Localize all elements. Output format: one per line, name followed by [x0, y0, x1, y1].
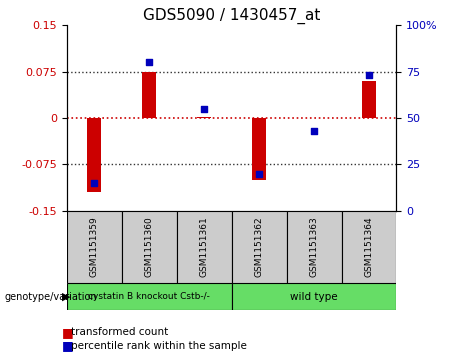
Title: GDS5090 / 1430457_at: GDS5090 / 1430457_at [143, 8, 320, 24]
Bar [88, 118, 101, 192]
Text: GSM1151364: GSM1151364 [365, 216, 373, 277]
Text: GSM1151359: GSM1151359 [90, 216, 99, 277]
Point [255, 171, 263, 176]
Bar [177, 211, 231, 283]
Text: wild type: wild type [290, 292, 338, 302]
Bar [197, 117, 211, 118]
Text: cystatin B knockout Cstb-/-: cystatin B knockout Cstb-/- [89, 292, 210, 301]
Bar [67, 283, 231, 310]
Text: GSM1151361: GSM1151361 [200, 216, 209, 277]
Text: ■: ■ [62, 326, 74, 339]
Point [201, 106, 208, 112]
Bar [362, 81, 376, 118]
Text: percentile rank within the sample: percentile rank within the sample [71, 340, 248, 351]
Bar [142, 72, 156, 118]
Text: GSM1151362: GSM1151362 [254, 216, 264, 277]
Bar [287, 211, 342, 283]
Point [91, 180, 98, 186]
Point [146, 60, 153, 65]
Point [310, 128, 318, 134]
Bar [231, 283, 396, 310]
Text: genotype/variation: genotype/variation [5, 292, 97, 302]
Text: ■: ■ [62, 339, 74, 352]
Text: GSM1151360: GSM1151360 [145, 216, 154, 277]
Bar [67, 211, 122, 283]
Bar [252, 118, 266, 180]
Point [365, 73, 372, 78]
Bar [122, 211, 177, 283]
Bar [342, 211, 396, 283]
Text: GSM1151363: GSM1151363 [309, 216, 319, 277]
Text: ▶: ▶ [62, 292, 71, 302]
Bar [231, 211, 287, 283]
Text: transformed count: transformed count [71, 327, 169, 337]
